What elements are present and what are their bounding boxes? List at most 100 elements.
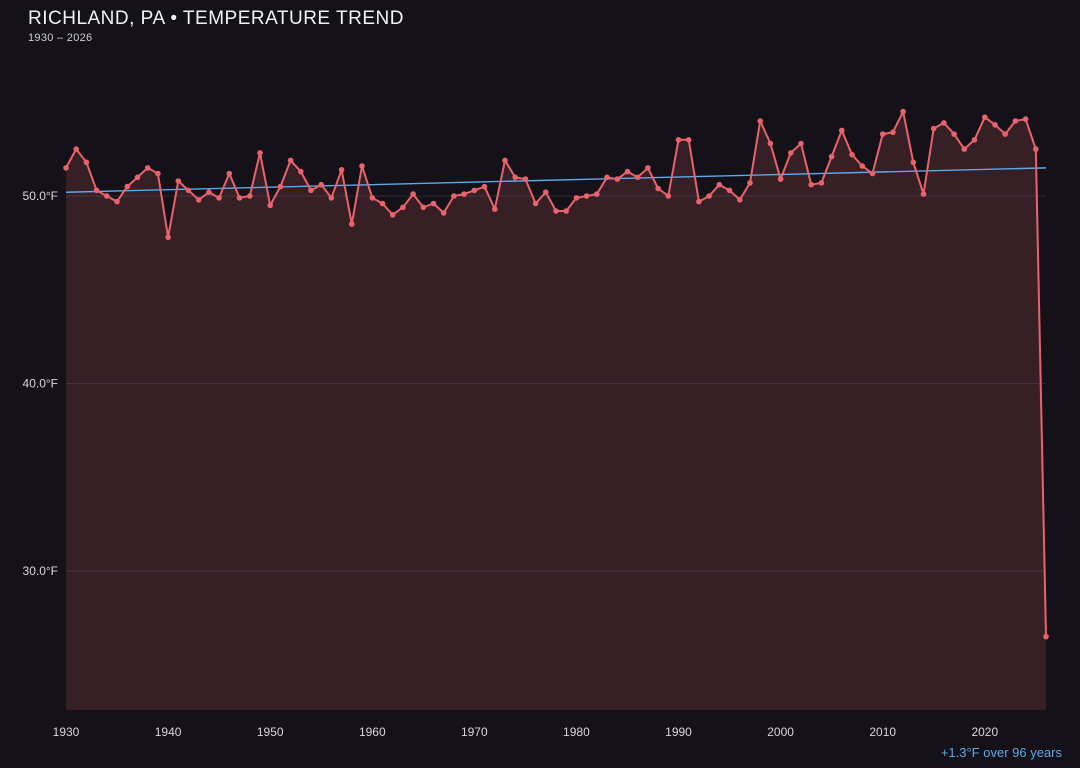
data-point [747,180,753,186]
data-point [492,206,498,212]
x-tick-label: 1930 [53,725,80,739]
data-point [726,187,733,194]
page-title: RICHLAND, PA • TEMPERATURE TREND [28,8,404,29]
data-point [318,181,325,188]
data-point [287,157,294,164]
data-point [634,174,641,181]
x-tick-label: 1950 [257,725,284,739]
data-point [716,181,723,188]
data-point [471,187,478,194]
data-point [410,191,416,197]
data-point [124,183,131,190]
data-point [451,193,457,199]
data-point [624,168,631,175]
data-point [298,168,304,175]
data-point [134,174,141,181]
data-point [788,150,794,156]
data-point [665,193,672,199]
x-tick-label: 2020 [971,725,998,739]
data-point [144,165,151,171]
data-point [920,191,927,197]
data-point [849,151,855,158]
data-point [645,165,651,171]
data-point [879,131,886,137]
data-point [359,163,365,169]
data-point [900,108,906,115]
data-point [777,176,784,182]
x-tick-label: 1990 [665,725,692,739]
data-point [910,159,917,166]
data-point [481,183,488,190]
data-point [696,198,702,205]
data-point [1033,146,1039,152]
data-point [216,195,222,201]
data-point [604,174,610,181]
data-point [706,193,712,199]
x-tick-label: 1980 [563,725,590,739]
data-point [114,198,120,205]
data-point [236,195,243,201]
data-point [185,187,192,194]
data-point [930,125,937,132]
data-point [543,189,549,195]
data-point [512,174,518,181]
x-tick-label: 1940 [155,725,182,739]
chart-header: RICHLAND, PA • TEMPERATURE TREND 1930 – … [28,8,404,44]
data-point [104,193,110,199]
data-point [257,150,263,156]
x-tick-label: 1970 [461,725,488,739]
chart-subtitle: 1930 – 2026 [28,32,93,44]
data-point [206,189,212,195]
data-point [308,187,314,194]
data-point [757,118,763,124]
data-point [63,165,69,171]
data-point [971,137,978,143]
data-point [430,200,437,207]
y-tick-label: 30.0°F [23,564,58,578]
x-tick-label: 1960 [359,725,386,739]
data-point [277,183,284,190]
data-point [685,137,692,143]
x-tick-label: 2000 [767,725,794,739]
data-point [440,210,447,216]
data-point [226,170,233,177]
data-point [400,204,406,211]
data-point [992,122,998,128]
data-point [808,181,814,188]
data-point [338,167,345,173]
data-point [1002,131,1008,137]
data-point [982,114,988,120]
data-point [73,146,79,152]
data-point [1012,118,1019,124]
data-point [869,170,876,177]
data-point [594,191,600,197]
data-point [267,202,274,209]
data-point [890,129,896,136]
data-point [532,200,539,207]
data-point [1043,633,1049,640]
data-point [195,197,202,203]
data-point [583,193,590,199]
data-point [247,193,253,199]
data-point [461,191,467,197]
area-fill [66,111,1046,711]
data-point [553,208,559,214]
data-point [655,185,661,192]
data-point [961,146,968,152]
trend-annotation: +1.3°F over 96 years [940,745,1062,760]
data-point [767,140,774,147]
data-point [675,137,682,143]
data-point [798,140,804,147]
data-point [737,197,743,203]
x-tick-label: 2010 [869,725,896,739]
data-point [379,200,386,207]
data-point [951,131,957,137]
data-point [369,195,376,201]
trend-line [65,167,1047,193]
data-point [349,221,355,227]
data-point [818,180,825,186]
data-point [859,163,866,169]
data-point [328,195,335,201]
